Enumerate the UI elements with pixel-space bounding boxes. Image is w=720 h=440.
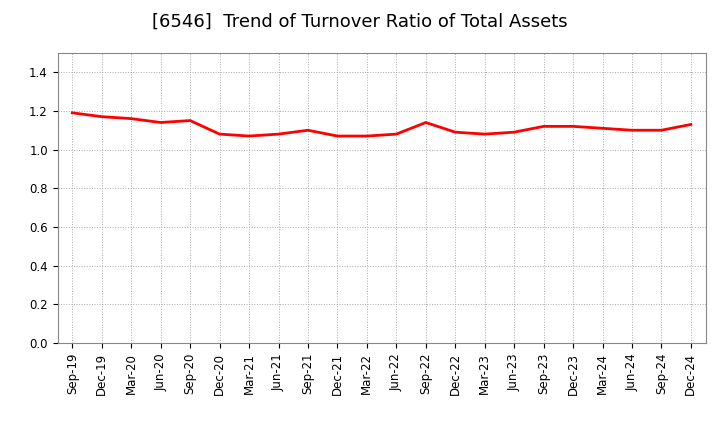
Text: [6546]  Trend of Turnover Ratio of Total Assets: [6546] Trend of Turnover Ratio of Total … — [152, 13, 568, 31]
